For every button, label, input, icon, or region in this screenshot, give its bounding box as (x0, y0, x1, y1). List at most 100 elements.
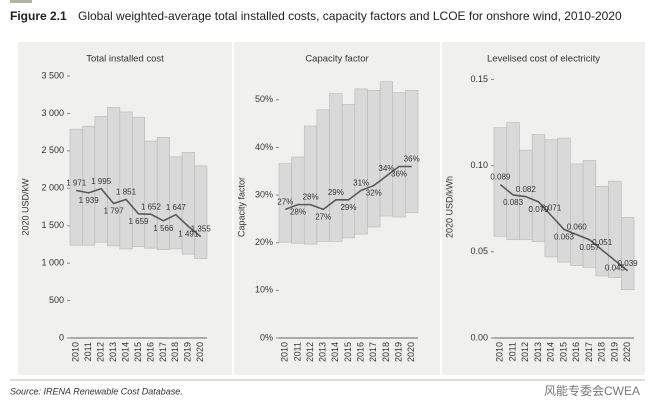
value-label: 1 939 (79, 196, 100, 205)
x-tick-label: 2014 (120, 342, 130, 362)
value-label: 34% (378, 164, 394, 173)
y-tick-label: 20% (255, 237, 273, 247)
value-label: 0.051 (592, 238, 613, 247)
value-label: 1 652 (141, 202, 162, 211)
y-tick-label: 0.10 (470, 160, 488, 170)
range-bar (303, 125, 318, 245)
x-tick-label: 2015 (558, 342, 568, 362)
x-tick-label: 2014 (330, 342, 340, 362)
x-tick-label: 2020 (195, 342, 205, 362)
range-bar (131, 116, 146, 247)
value-label: 0.089 (490, 173, 511, 182)
value-label: 1 995 (91, 177, 112, 186)
x-tick-label: 2010 (280, 342, 290, 362)
range-bar (620, 217, 635, 291)
value-label: 27% (277, 197, 293, 206)
value-label: 1 797 (104, 207, 125, 216)
y-tick-label: 10% (255, 285, 273, 295)
range-bar (493, 127, 508, 237)
value-label: 0.079 (529, 205, 550, 214)
range-bar (595, 186, 609, 277)
value-label: 36% (404, 155, 420, 164)
x-tick-label: 2010 (71, 342, 81, 362)
x-tick-label: 2013 (533, 342, 543, 362)
value-label: 1 491 (178, 229, 199, 238)
value-label: 0.060 (567, 223, 588, 232)
x-tick-label: 2018 (381, 342, 391, 362)
value-label: 0.039 (618, 259, 639, 268)
x-tick-label: 2017 (158, 342, 168, 362)
y-axis-label: 2020 USD/kW (20, 178, 30, 236)
value-label: 1 971 (66, 179, 87, 188)
y-tick-label: 0 (59, 332, 64, 342)
average-line (499, 183, 629, 272)
panel-title: Capacity factor (305, 54, 368, 65)
y-tick-label: 50% (255, 94, 273, 104)
figure-label: Figure 2.1 (10, 9, 67, 23)
range-bar (119, 111, 133, 250)
range-bar (329, 93, 343, 242)
value-label: 1 355 (191, 225, 212, 234)
y-tick-label: 40% (255, 142, 273, 152)
x-tick-label: 2018 (170, 342, 180, 362)
x-tick-label: 2010 (495, 342, 505, 362)
y-tick-label: 1 000 (41, 258, 64, 268)
value-label: 0.057 (579, 243, 600, 252)
value-label: 31% (353, 178, 369, 187)
source: Source: IRENA Renewable Cost Database. (10, 386, 183, 396)
y-tick-label: 3 000 (41, 108, 64, 118)
value-label: 1 647 (166, 203, 187, 212)
x-tick-label: 2014 (546, 342, 556, 362)
range-bar (557, 137, 571, 263)
range-bar (341, 104, 356, 239)
value-label: 1 659 (128, 217, 149, 226)
value-label: 27% (315, 212, 331, 221)
header-accent (10, 0, 32, 3)
y-tick-label: 30% (255, 189, 273, 199)
panel-title: Levelised cost of electricity (487, 54, 600, 65)
figure-title: Global weighted-average total installed … (78, 9, 622, 23)
y-tick-label: 3 500 (41, 70, 64, 80)
x-tick-label: 2020 (406, 342, 416, 362)
average-line (285, 165, 412, 211)
x-tick-label: 2015 (133, 342, 143, 362)
x-tick-label: 2019 (183, 342, 193, 362)
x-tick-label: 2011 (507, 342, 517, 361)
value-label: 0.083 (503, 198, 524, 207)
panel-title: Total installed cost (86, 54, 164, 65)
y-tick-label: 500 (49, 295, 64, 305)
value-label: 1 566 (153, 224, 174, 233)
value-label: 1 851 (116, 188, 137, 197)
x-tick-label: 2019 (393, 342, 403, 362)
x-tick-label: 2017 (368, 342, 378, 362)
range-bar (519, 149, 533, 241)
y-axis-label: 2020 USD/kWh (444, 176, 454, 238)
y-tick-label: 0% (260, 332, 273, 342)
y-tick-label: 2 000 (41, 183, 64, 193)
y-tick-label: 1 500 (41, 220, 64, 230)
y-axis-label: Capacity factor (236, 177, 246, 237)
value-label: 0.082 (516, 185, 537, 194)
value-label: 28% (303, 193, 319, 202)
y-tick-label: 0.00 (470, 332, 488, 342)
x-tick-label: 2018 (597, 342, 607, 362)
y-tick-label: 0.05 (470, 246, 488, 256)
value-label: 32% (366, 189, 382, 198)
range-bar (354, 88, 368, 235)
x-tick-label: 2020 (622, 342, 632, 362)
y-tick-label: 0.15 (470, 74, 488, 84)
x-tick-label: 2012 (96, 342, 106, 362)
watermark: 风能专委会CWEA (544, 383, 640, 398)
x-tick-label: 2013 (318, 342, 328, 362)
range-bar (194, 165, 208, 259)
value-label: 28% (290, 208, 306, 217)
y-tick-label: 2 500 (41, 145, 64, 155)
value-label: 0.063 (554, 233, 575, 242)
x-tick-label: 2016 (356, 342, 366, 362)
x-tick-label: 2016 (145, 342, 155, 362)
range-bar (405, 89, 419, 214)
x-tick-label: 2012 (305, 342, 315, 362)
x-tick-label: 2012 (520, 342, 530, 362)
average-line (76, 187, 202, 238)
